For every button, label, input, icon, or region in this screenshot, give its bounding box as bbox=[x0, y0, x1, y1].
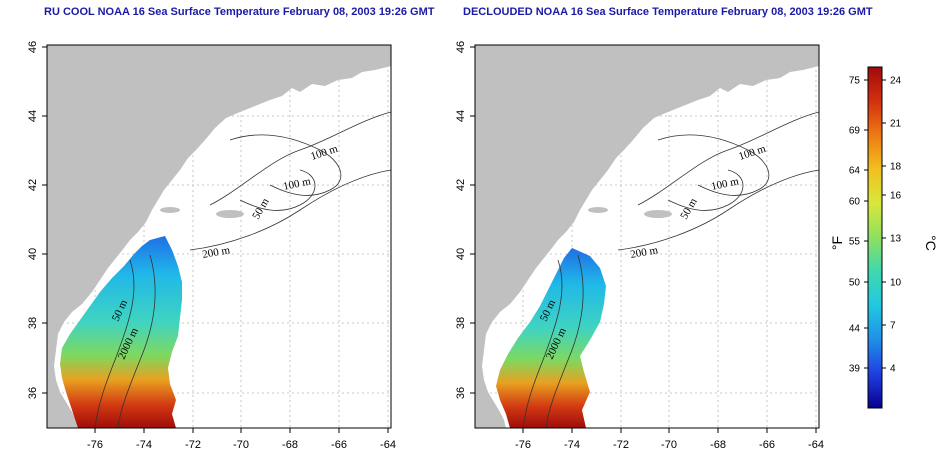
right-panel-title: DECLOUDED NOAA 16 Sea Surface Temperatur… bbox=[463, 6, 873, 18]
x-tick-label: -72 bbox=[185, 439, 201, 451]
bathymetry-contours bbox=[94, 111, 391, 428]
contour-label-100m-b: 100 m bbox=[710, 175, 740, 193]
right-map-panel: 100 m 100 m 50 m 200 m 50 m 2000 m -76 -7… bbox=[455, 41, 824, 451]
x-tick-label: -64 bbox=[808, 439, 824, 451]
left-map-frame bbox=[46, 44, 392, 429]
fahrenheit-tick-label: 44 bbox=[849, 324, 861, 335]
x-tick-label: -74 bbox=[564, 439, 580, 451]
celsius-tick-label: 18 bbox=[890, 162, 902, 173]
celsius-tick-label: 4 bbox=[890, 364, 896, 375]
celsius-tick-label: 13 bbox=[890, 234, 902, 245]
colorbar-gradient bbox=[867, 66, 883, 409]
x-tick-label: -72 bbox=[613, 439, 629, 451]
y-tick-label: 42 bbox=[455, 179, 467, 191]
x-tick-label: -70 bbox=[661, 439, 677, 451]
x-tick-label: -68 bbox=[282, 439, 298, 451]
x-tick-label: -68 bbox=[710, 439, 726, 451]
y-tick-label: 36 bbox=[455, 387, 467, 399]
sst-data-region bbox=[60, 236, 182, 428]
right-map-frame bbox=[474, 44, 820, 429]
x-tick-label: -76 bbox=[87, 439, 103, 451]
celsius-tick-label: 16 bbox=[890, 191, 902, 202]
fahrenheit-tick-label: 60 bbox=[849, 197, 861, 208]
fahrenheit-tick-label: 75 bbox=[849, 76, 861, 87]
y-tick-label: 42 bbox=[27, 179, 39, 191]
left-map-panel: 100 m 100 m 50 m 200 m 50 m 2000 m -76 -7… bbox=[27, 41, 396, 451]
fahrenheit-tick-label: 64 bbox=[849, 166, 861, 177]
x-tick-label: -76 bbox=[515, 439, 531, 451]
y-tick-label: 40 bbox=[27, 248, 39, 260]
land-mass bbox=[47, 45, 391, 428]
y-tick-label: 38 bbox=[455, 317, 467, 329]
colorbar: 75 69 64 60 55 50 44 39 24 21 18 16 13 10 7 4 °F °C bbox=[829, 66, 939, 409]
x-tick-label: -66 bbox=[759, 439, 775, 451]
y-tick-label: 46 bbox=[27, 41, 39, 53]
x-tick-label: -70 bbox=[233, 439, 249, 451]
x-tick-label: -64 bbox=[380, 439, 396, 451]
celsius-tick-label: 7 bbox=[890, 321, 896, 332]
y-tick-label: 44 bbox=[27, 110, 39, 122]
y-tick-label: 46 bbox=[455, 41, 467, 53]
fahrenheit-tick-label: 39 bbox=[849, 364, 861, 375]
celsius-label: °C bbox=[923, 235, 939, 251]
bathymetry-contours bbox=[522, 111, 819, 428]
celsius-tick-label: 10 bbox=[890, 278, 902, 289]
left-panel-title: RU COOL NOAA 16 Sea Surface Temperature … bbox=[44, 6, 435, 18]
y-tick-label: 44 bbox=[455, 110, 467, 122]
fahrenheit-tick-label: 55 bbox=[849, 237, 861, 248]
land-mass bbox=[475, 45, 819, 428]
x-tick-label: -66 bbox=[331, 439, 347, 451]
y-tick-label: 38 bbox=[27, 317, 39, 329]
y-tick-label: 36 bbox=[27, 387, 39, 399]
celsius-tick-label: 21 bbox=[890, 119, 902, 130]
x-tick-label: -74 bbox=[136, 439, 152, 451]
fahrenheit-tick-label: 50 bbox=[849, 278, 861, 289]
contour-label-200m: 200 m bbox=[629, 244, 659, 261]
y-tick-label: 40 bbox=[455, 248, 467, 260]
fahrenheit-label: °F bbox=[829, 236, 845, 250]
fahrenheit-tick-label: 69 bbox=[849, 126, 861, 137]
contour-label-100m-b: 100 m bbox=[282, 175, 312, 193]
contour-label-200m: 200 m bbox=[201, 244, 231, 261]
celsius-tick-label: 24 bbox=[890, 76, 902, 87]
